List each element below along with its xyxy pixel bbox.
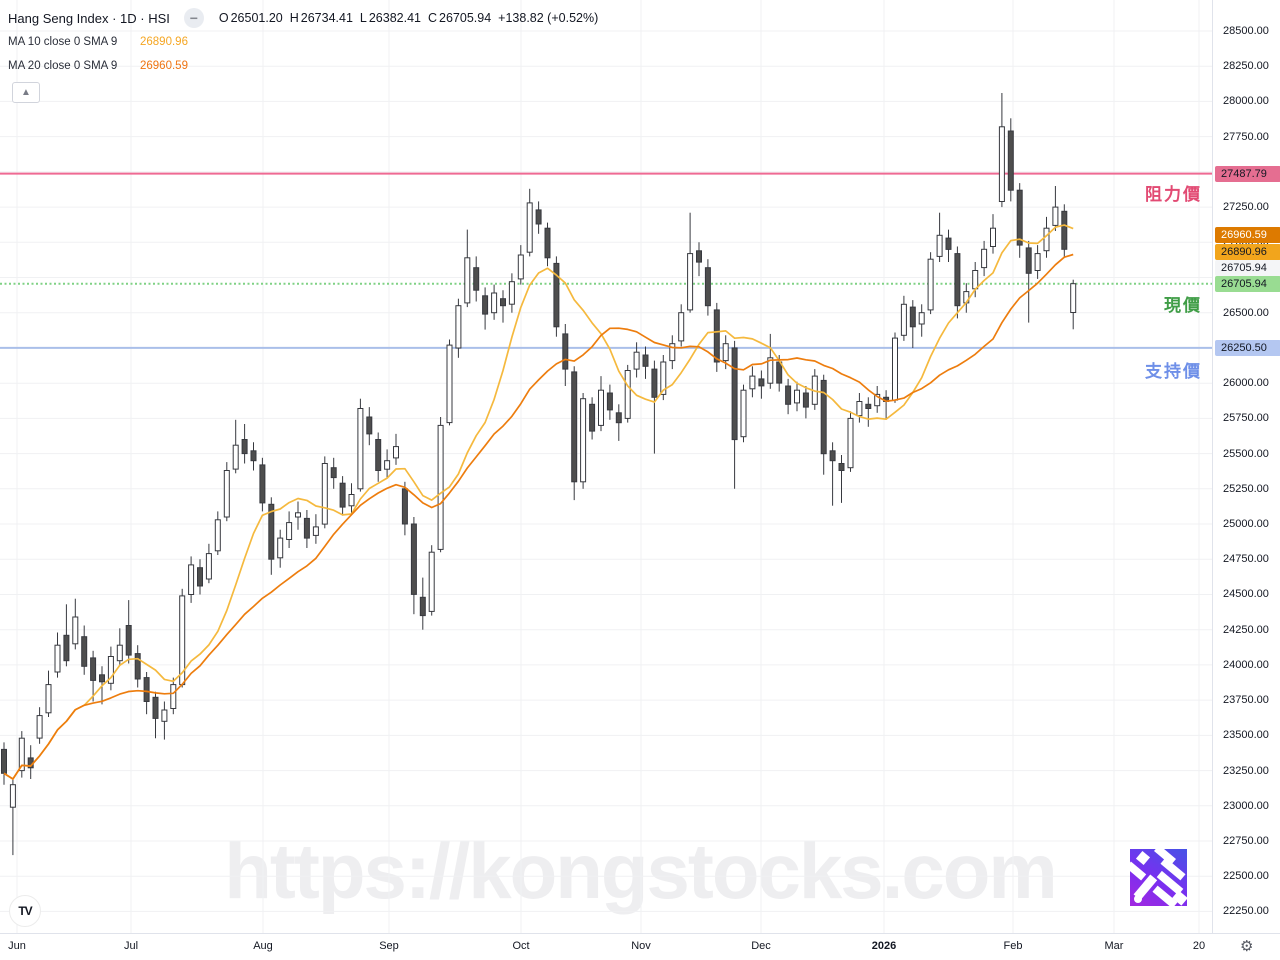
ma10-legend-row[interactable]: MA 10 close 0 SMA 9 26890.96 <box>8 30 600 54</box>
price-level-badge: 26705.94 <box>1215 275 1280 292</box>
price-tick-label: 27750.00 <box>1223 130 1269 143</box>
price-tick-label: 22500.00 <box>1223 870 1269 883</box>
price-tick-label: 25750.00 <box>1223 412 1269 425</box>
price-tick-label: 28000.00 <box>1223 95 1269 108</box>
time-axis[interactable]: ⚙ Jun Jul Aug Sep Oct Nov Dec 2026 Feb Mar 20 <box>0 933 1280 960</box>
ma20-value: 26960.59 <box>140 60 188 72</box>
high-value: 26734.41 <box>300 11 353 25</box>
price-tick-label: 25000.00 <box>1223 518 1269 531</box>
month-tick-label: Aug <box>253 940 273 952</box>
minus-icon: − <box>189 10 198 26</box>
close-value: 26705.94 <box>439 11 492 25</box>
tradingview-logo-glyph: TV <box>18 904 32 918</box>
price-tick-label: 27250.00 <box>1223 201 1269 214</box>
open-value: 26501.20 <box>230 11 283 25</box>
price-tick-label: 26500.00 <box>1223 306 1269 319</box>
price-tick-label: 28250.00 <box>1223 60 1269 73</box>
price-tick-label: 23500.00 <box>1223 729 1269 742</box>
chevron-up-icon: ▲ <box>21 87 31 98</box>
price-tick-label: 26000.00 <box>1223 377 1269 390</box>
month-tick-label: 2026 <box>871 940 897 952</box>
kongstocks-logo-pattern <box>1130 849 1187 906</box>
price-level-badge: 27487.79 <box>1215 165 1280 182</box>
price-tick-label: 23000.00 <box>1223 799 1269 812</box>
price-level-badge: 26705.94 <box>1215 259 1280 276</box>
ohlc-readout: O 26501.20 H 26734.41 L 26382.41 C 26705.94 +138… <box>219 11 600 25</box>
close-label: C <box>428 11 438 25</box>
chart-legend: Hang Seng Index · 1D · HSI − O 26501.20 H 2… <box>8 6 600 103</box>
month-tick-label: Jun <box>8 940 26 952</box>
candlestick-chart[interactable] <box>0 0 1212 933</box>
month-tick-label: Dec <box>751 940 771 952</box>
current-price-annotation: 現價 <box>1164 296 1202 315</box>
price-level-badge: 26960.59 <box>1215 226 1280 243</box>
price-tick-label: 28500.00 <box>1223 24 1269 37</box>
price-tick-label: 23750.00 <box>1223 694 1269 707</box>
price-tick-label: 24500.00 <box>1223 588 1269 601</box>
price-tick-label: 23250.00 <box>1223 764 1269 777</box>
kongstocks-logo <box>1130 849 1187 906</box>
price-tick-label: 22750.00 <box>1223 835 1269 847</box>
price-level-badge: 26250.50 <box>1215 339 1280 356</box>
legend-collapse-button[interactable]: ▲ <box>12 82 40 103</box>
ma10-value: 26890.96 <box>140 36 188 48</box>
month-tick-label: Oct <box>512 940 530 952</box>
price-tick-label: 25500.00 <box>1223 447 1269 460</box>
chart-plot-area[interactable]: https://kongstocks.com Hang Seng Index ·… <box>0 0 1212 933</box>
price-tick-label: 22250.00 <box>1223 905 1269 918</box>
support-annotation: 支持價 <box>1145 362 1202 381</box>
ma10-label: MA 10 close 0 SMA 9 <box>8 36 118 48</box>
month-tick-label: Feb <box>1003 940 1023 952</box>
ma20-legend-row[interactable]: MA 20 close 0 SMA 9 26960.59 <box>8 54 600 78</box>
price-tick-label: 25250.00 <box>1223 482 1269 495</box>
price-level-badge: 26890.96 <box>1215 243 1280 260</box>
month-tick-label: Sep <box>379 940 399 952</box>
price-tick-label: 24000.00 <box>1223 658 1269 671</box>
change-value: +138.82 (+0.52%) <box>498 11 599 25</box>
symbol-title[interactable]: Hang Seng Index · 1D · HSI <box>8 10 170 26</box>
month-tick-label: 20 <box>1192 940 1206 952</box>
month-tick-label: Jul <box>123 940 139 952</box>
month-tick-label: Mar <box>1104 940 1124 952</box>
resistance-annotation: 阻力價 <box>1145 185 1202 204</box>
low-value: 26382.41 <box>368 11 421 25</box>
high-label: H <box>289 11 299 25</box>
open-label: O <box>218 11 229 25</box>
low-label: L <box>359 11 367 25</box>
tradingview-logo[interactable]: TV <box>9 895 41 927</box>
settings-gear-icon[interactable]: ⚙ <box>1240 938 1254 955</box>
ma20-label: MA 20 close 0 SMA 9 <box>8 60 118 72</box>
price-tick-label: 24750.00 <box>1223 553 1269 566</box>
month-tick-label: Nov <box>631 940 651 952</box>
price-tick-label: 24250.00 <box>1223 623 1269 636</box>
price-axis[interactable]: 22250.00 22500.00 22750.00 23000.00 23250.00… <box>1212 0 1280 933</box>
collapse-symbol-button[interactable]: − <box>183 8 204 28</box>
